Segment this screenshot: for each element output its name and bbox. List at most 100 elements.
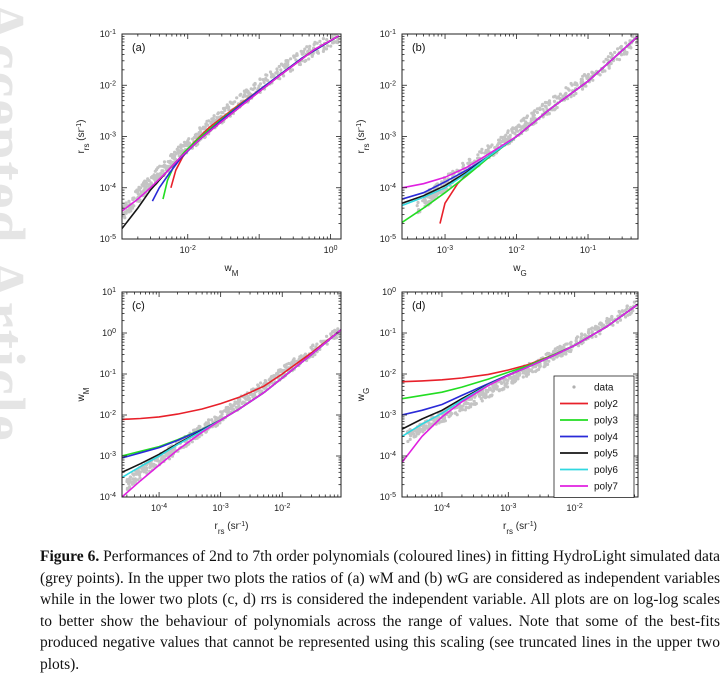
data-point <box>552 99 557 103</box>
tick-exponent: -3 <box>110 131 116 138</box>
data-point <box>478 150 482 154</box>
data-point <box>232 403 236 407</box>
data-point <box>336 327 340 331</box>
data-point <box>486 388 490 392</box>
data-point <box>522 370 526 374</box>
data-point <box>632 300 637 304</box>
data-point <box>498 138 502 142</box>
tick-exponent: -4 <box>390 182 396 189</box>
data-point <box>624 41 628 45</box>
data-point <box>311 354 315 358</box>
data-point <box>244 88 249 92</box>
series-line-poly7 <box>122 35 340 212</box>
data-point <box>303 59 307 64</box>
data-point <box>599 323 603 327</box>
label-subscript: rs <box>362 144 371 151</box>
tick-base: 10 <box>580 245 590 255</box>
data-point <box>538 106 542 110</box>
data-point <box>604 57 608 61</box>
data-point <box>564 350 568 354</box>
tick-base: 10 <box>380 29 390 39</box>
x-axis-label: rrs (sr-1) <box>503 521 537 536</box>
data-point <box>461 161 465 165</box>
data-point <box>458 407 462 411</box>
data-point <box>257 86 261 90</box>
data-point <box>279 369 283 374</box>
data-point <box>197 435 201 439</box>
data-point <box>149 462 153 466</box>
data-point <box>513 380 517 384</box>
tick-base: 10 <box>380 328 390 338</box>
y-tick-label: 10-1 <box>100 29 116 40</box>
data-point <box>570 83 574 87</box>
data-point <box>432 419 436 423</box>
data-point <box>547 359 551 363</box>
y-tick-label: 10-3 <box>380 131 396 142</box>
data-point <box>593 326 597 330</box>
tick-exponent: -1 <box>110 29 116 36</box>
label-superscript: -1 <box>527 521 533 528</box>
data-point <box>631 34 635 37</box>
data-point <box>616 314 620 318</box>
y-tick-label: 10-5 <box>100 234 116 245</box>
tick-base: 10 <box>213 503 223 513</box>
tick-exponent: 0 <box>392 287 396 294</box>
data-point <box>454 411 458 415</box>
data-point <box>609 55 614 60</box>
data-point <box>415 204 419 208</box>
data-point <box>144 180 148 184</box>
series-line-poly4 <box>122 329 341 459</box>
data-point <box>609 51 613 56</box>
data-point <box>187 141 192 145</box>
data-point <box>308 44 312 49</box>
data-point <box>146 177 150 181</box>
data-point <box>562 345 566 349</box>
label-superscript: -1 <box>239 521 245 528</box>
data-point <box>525 116 529 120</box>
data-point <box>318 39 322 44</box>
data-point <box>545 362 549 366</box>
data-point <box>590 326 594 330</box>
series-line-poly5 <box>122 35 340 229</box>
data-point <box>229 101 234 105</box>
tick-base: 10 <box>380 451 390 461</box>
data-point <box>162 160 167 164</box>
data-point <box>603 69 607 73</box>
plot-frame <box>401 33 639 240</box>
data-point <box>263 379 267 383</box>
data-point <box>551 108 555 112</box>
y-axis-label: rrs (sr-1) <box>356 119 371 153</box>
legend-box <box>553 375 635 498</box>
tick-base: 10 <box>380 369 390 379</box>
label-unit: (sr <box>356 128 367 143</box>
tick-exponent: -1 <box>390 328 396 335</box>
data-point <box>168 161 172 165</box>
data-point <box>622 51 627 55</box>
data-point <box>127 199 131 203</box>
data-point <box>305 45 309 49</box>
data-point <box>275 67 279 71</box>
data-point <box>553 347 558 351</box>
data-point <box>513 377 517 381</box>
data-point <box>443 419 447 423</box>
data-point <box>131 477 135 481</box>
panel-label: (c) <box>132 300 145 312</box>
tick-exponent: -2 <box>390 80 396 87</box>
data-point <box>505 381 509 385</box>
tick-exponent: -4 <box>161 503 167 510</box>
data-point <box>326 44 330 48</box>
data-point <box>173 157 177 161</box>
data-point <box>510 375 514 379</box>
panel-label: (d) <box>412 300 425 312</box>
data-point <box>325 38 329 42</box>
data-point <box>547 352 551 356</box>
x-tick-label: 10-2 <box>180 245 196 256</box>
data-point <box>483 151 487 155</box>
data-point <box>605 321 609 325</box>
data-point <box>275 70 279 74</box>
data-point <box>525 121 529 125</box>
data-point <box>598 332 602 336</box>
tick-base: 10 <box>500 503 510 513</box>
data-point <box>237 400 241 404</box>
data-point <box>179 143 183 147</box>
